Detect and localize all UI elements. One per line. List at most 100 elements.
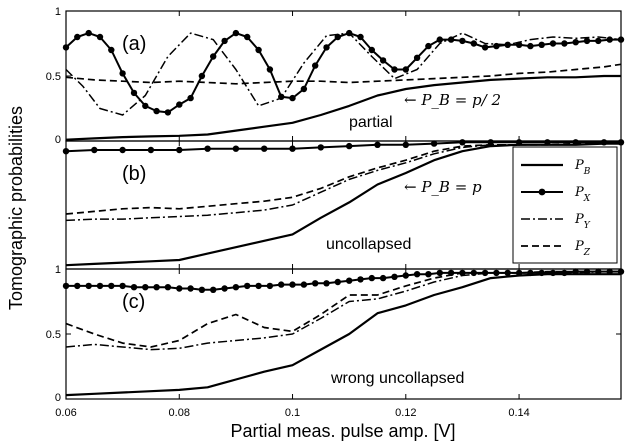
data-point-px	[572, 39, 579, 46]
data-point-px	[538, 41, 545, 48]
x-tick-label: 0.14	[508, 407, 529, 419]
data-point-px	[210, 53, 217, 60]
data-point-px	[600, 139, 608, 146]
data-point-px	[317, 144, 324, 151]
data-point-px	[204, 145, 211, 152]
data-point-px	[108, 282, 115, 290]
panel-label: (a)	[122, 33, 146, 55]
data-point-px	[368, 274, 375, 282]
data-point-px	[255, 46, 262, 54]
data-point-px	[312, 62, 319, 69]
data-point-px	[323, 280, 330, 287]
data-point-px	[232, 29, 240, 37]
data-point-px	[74, 282, 81, 290]
legend-marker	[538, 188, 546, 196]
series-line-py	[65, 142, 621, 222]
data-point-px	[147, 146, 155, 154]
series-line-pb	[65, 273, 621, 397]
data-point-px	[108, 46, 115, 54]
panel-frame	[65, 10, 622, 142]
data-point-px	[255, 282, 262, 290]
series-line-pz	[65, 270, 621, 348]
data-point-px	[430, 140, 438, 147]
data-point-px	[459, 37, 466, 45]
series-line-pz	[65, 142, 621, 215]
data-point-px	[130, 89, 138, 97]
legend-box	[512, 146, 618, 264]
y-tick-label: 0	[55, 392, 61, 404]
data-point-px	[470, 40, 477, 47]
data-point-px	[119, 282, 126, 290]
data-point-px	[572, 268, 579, 275]
pb-annotation: ← P_B = p/ 2	[404, 91, 501, 109]
data-point-px	[210, 286, 217, 293]
data-point-px	[374, 141, 381, 148]
data-point-px	[261, 145, 268, 152]
pb-annotation: ← P_B = p	[404, 178, 482, 196]
data-point-px	[312, 280, 319, 287]
data-point-px	[164, 284, 172, 291]
data-point-px	[413, 54, 421, 61]
legend-label-pb: PB	[574, 158, 591, 177]
data-point-px	[346, 142, 353, 150]
data-point-px	[176, 101, 183, 108]
series-line-py	[65, 32, 622, 116]
series-line-px	[65, 32, 621, 114]
y-tick-label: 0.5	[46, 329, 61, 341]
data-point-px	[357, 276, 364, 283]
data-point-px	[244, 282, 251, 290]
data-point-px	[300, 85, 308, 93]
legend-label-py: PY	[574, 212, 591, 231]
y-tick-label: 0	[55, 134, 61, 146]
panels: 0 0.5 1 (a) partial ← P_B = p/ 2 (b) uncollapse…	[46, 6, 625, 419]
panel-annotation: partial	[349, 114, 393, 131]
data-point-px	[142, 284, 149, 291]
data-point-px	[198, 72, 206, 80]
data-point-px	[425, 42, 432, 50]
panel-a: 0 0.5 1 (a) partial ← P_B = p/ 2	[46, 6, 625, 146]
panel-label: (b)	[122, 163, 146, 185]
legend-label-pz: PZ	[574, 239, 591, 258]
x-axis-label: Partial meas. pulse amp. [V]	[230, 421, 455, 441]
data-point-px	[527, 42, 534, 50]
data-point-px	[368, 46, 375, 54]
data-point-px	[459, 139, 466, 146]
data-point-px	[402, 66, 409, 73]
data-point-px	[379, 274, 387, 282]
data-point-px	[153, 284, 160, 291]
data-point-px	[561, 40, 568, 47]
data-point-px	[481, 44, 489, 51]
data-point-px	[221, 37, 228, 45]
data-point-px	[130, 284, 138, 291]
panel-annotation: uncollapsed	[326, 236, 411, 253]
data-point-px	[198, 286, 206, 293]
data-point-px	[187, 94, 194, 102]
data-point-px	[187, 285, 194, 292]
panel-label: (c)	[122, 291, 145, 313]
data-point-px	[357, 33, 364, 41]
legend-label-px: PX	[574, 185, 591, 204]
data-point-px	[85, 282, 92, 290]
x-tick-label: 0.12	[395, 407, 416, 419]
data-point-px	[266, 66, 274, 73]
data-point-px	[96, 282, 104, 290]
panel-c: 0 0.5 1 (c) wrong uncollapsed	[46, 264, 625, 404]
data-point-px	[85, 29, 92, 37]
data-point-px	[323, 44, 330, 51]
data-point-px	[549, 40, 557, 47]
data-point-px	[244, 33, 251, 41]
x-tick-label: 0.06	[55, 407, 76, 419]
data-point-px	[278, 281, 285, 288]
data-point-px	[425, 271, 432, 278]
data-point-px	[266, 282, 274, 290]
data-point-px	[232, 145, 240, 152]
data-point-px	[164, 109, 172, 116]
data-point-px	[595, 37, 602, 45]
data-point-px	[289, 281, 296, 288]
data-point-px	[96, 33, 104, 41]
data-point-px	[436, 269, 443, 277]
data-point-px	[379, 57, 387, 64]
data-point-px	[583, 37, 591, 45]
data-point-px	[74, 33, 81, 41]
